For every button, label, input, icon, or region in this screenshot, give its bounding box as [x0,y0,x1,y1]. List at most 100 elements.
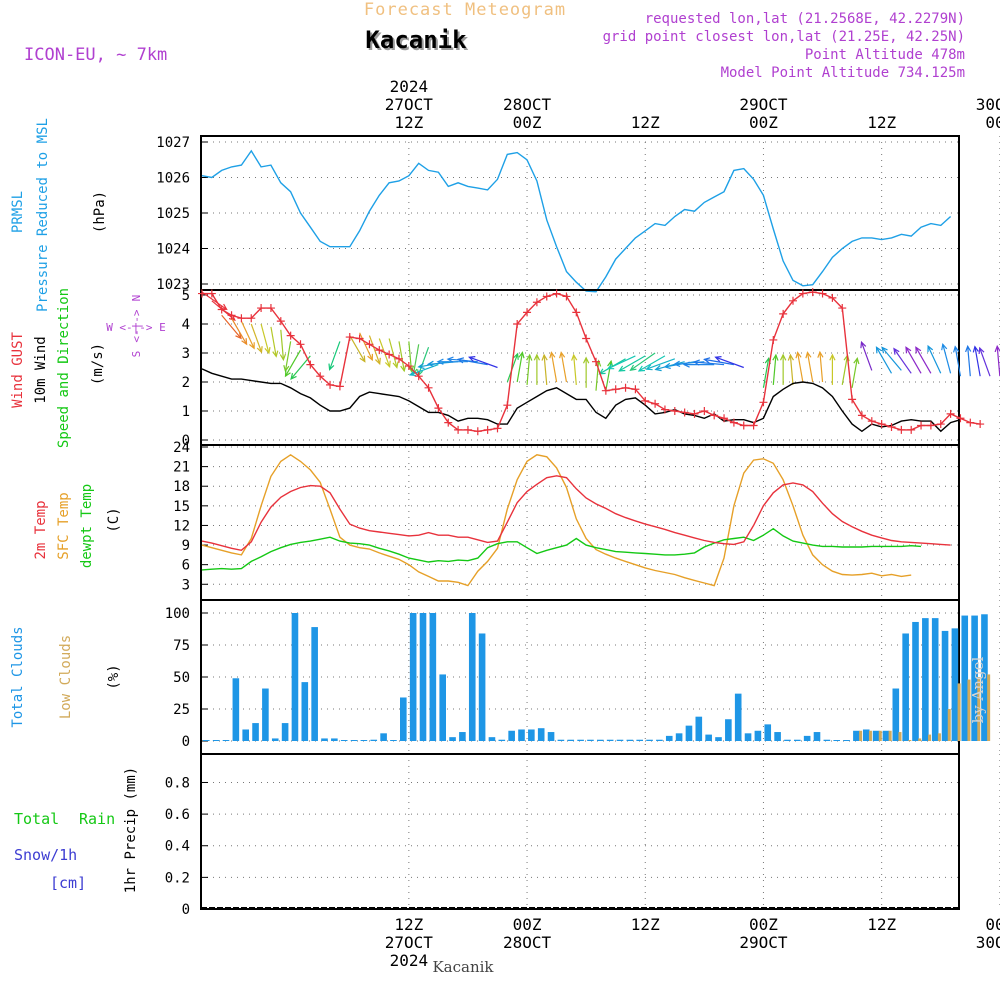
total-clouds-bar [242,729,249,741]
wind-arrow [772,353,779,385]
time-label: 2024 [390,77,429,96]
low-clouds-bar [859,730,863,741]
time-label: 2024 [390,951,429,970]
clouds-tick-label: 25 [173,702,190,718]
total-clouds-bar [971,615,978,741]
wind-arrow-head [905,346,912,354]
wind-tick-label: 0 [182,433,190,449]
pressure-label-prmsl: PRMSL [10,191,26,233]
wind-gust-marker [611,385,620,394]
wind-gust-marker [917,421,926,430]
wind-arrow-head [374,357,381,366]
wind-gust-marker [483,425,492,434]
total-clouds-bar [636,739,643,741]
total-clouds-bar [547,732,555,741]
wind-gust-marker [631,385,640,394]
wind-gust-marker [375,346,384,355]
wind-gust-marker [877,420,886,429]
wind-gust-marker [247,314,256,323]
time-label: 12Z [631,915,660,934]
wind-arrow [526,353,533,385]
total-clouds-bar [616,739,624,741]
total-clouds-bar [853,730,860,741]
total-clouds-bar [498,739,506,741]
wind-arrow-shaft [284,349,302,377]
wind-arrow-head [235,332,242,340]
wind-arrow [467,356,498,369]
wind-arrow-head [941,342,948,351]
low-clouds-bar [928,734,932,741]
point-altitude: Point Altitude 478m [805,47,965,63]
total-clouds-bar [656,739,663,741]
wind-arrow-shaft [388,338,398,368]
wind-tick-label: 3 [182,346,190,362]
wind-arrow-head [915,346,922,354]
wind-arrow [965,344,972,377]
precip-axis-labels: Total Rain Snow/1h [cm] 1hr Precip (mm) [14,767,139,893]
wind-gust-marker [237,314,246,323]
temperature-tick-label: 15 [173,499,190,515]
wind-gust-marker [690,409,699,418]
wind-arrow-head [518,351,525,359]
time-label: 00Z [513,113,542,132]
total-clouds-bar [862,729,870,741]
pressure-axis-labels: PRMSL Pressure Reduced to MSL (hPa) [10,118,108,312]
compass-we: W <-|-> E [106,321,166,334]
wind-arrow-head [417,362,425,370]
wind-arrow [606,355,636,370]
total-clouds-bar [695,716,703,741]
compass-ns-arrows: <-|-> [130,309,143,342]
total-clouds-bar [429,613,437,741]
wind-gust-marker [660,405,669,414]
low-clouds-bar [947,709,951,741]
wind-gust-marker [710,411,719,420]
wind-arrow [359,332,373,362]
wind-arrow-head [456,357,465,364]
wind-arrow [875,346,893,374]
wind-10m-label: 10m Wind [33,336,49,403]
wind-arrow [805,351,814,383]
wind-arrow-shaft [927,345,942,374]
wind-gust-marker [729,418,738,427]
wind-arrow-shaft [694,361,725,366]
total-clouds-bar [518,729,525,741]
wind-arrow-shaft [573,354,577,385]
wind-arrow-head [972,345,979,353]
wind-gust-marker [542,292,551,301]
total-clouds-bar [222,740,230,741]
time-label: 00Z [985,113,1000,132]
wind-arrow-shaft [630,352,656,371]
wind-arrow-shaft [368,335,381,364]
wind-arrow-shaft [618,355,646,372]
compass-s: S [130,351,143,358]
wind-arrow-shaft [893,348,912,374]
wind-arrow-shaft [240,320,255,349]
bottom-time-axis: 12Z27OCT202400Z28OCT12Z00Z29OCT12Z00Z30O… [385,915,1000,970]
wind-arrow [881,346,902,371]
wind-gust-marker [582,334,591,343]
clouds-axis-labels: Total Clouds Low Clouds (%) [10,626,122,727]
wind-arrow-head [367,353,373,362]
total-clouds-bar [537,728,545,741]
wind-arrow-head [881,346,888,354]
total-clouds-bar [468,613,476,741]
wind-gust-marker [572,308,581,317]
total-clouds-bar [843,740,850,741]
wind-arrow-shaft [762,358,770,388]
clouds-panel: 0 25 50 75 100 [165,599,1000,755]
temperature-tick-label: 6 [182,558,190,574]
wind-arrow-shaft [954,346,962,377]
wind-gust-marker [385,350,394,359]
clouds-tick-label: 0 [182,734,190,750]
total-clouds-bar [390,740,397,741]
wind-arrow [851,356,860,388]
precip-tick-label: 0.4 [165,839,190,855]
wind-arrow-head [817,350,824,358]
wind-arrow-shaft [526,354,531,385]
wind-arrow-shaft [250,323,263,353]
top-time-axis: 202427OCT12Z28OCT00Z12Z29OCT00Z12Z30OCT0… [385,77,1000,132]
wind-arrow-shaft [942,344,952,374]
wind-gust-marker [857,411,866,420]
total-clouds-bar [459,732,466,741]
precip-tick-label: 0.6 [165,807,190,823]
